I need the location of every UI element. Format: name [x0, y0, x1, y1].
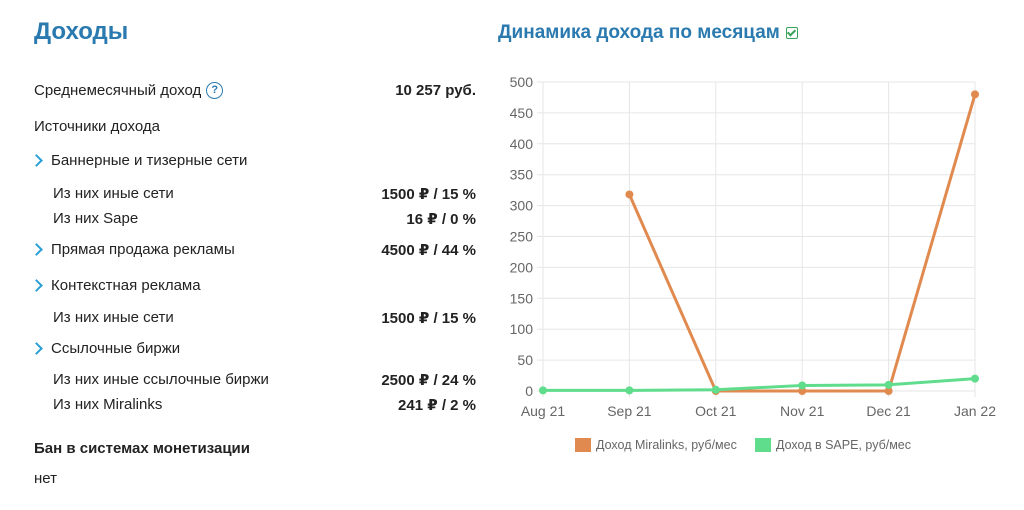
avg-income-row: Среднемесячный доход ? 10 257 руб.: [0, 82, 476, 104]
data-point: [798, 387, 807, 395]
income-section-row[interactable]: Баннерные и тизерные сети: [0, 152, 476, 174]
data-point: [971, 90, 979, 99]
income-source-value: 241 ₽ / 2 %: [398, 397, 476, 414]
income-sources-row: Источники дохода: [0, 118, 476, 140]
x-tick-label: Oct 21: [695, 403, 736, 419]
line-chart: 0 50 100 150 200 250 300 350 400 450 500 Aug 21 Sep …: [510, 74, 996, 452]
ban-value: нет: [34, 470, 57, 487]
data-point: [884, 380, 893, 389]
y-tick-label: 450: [510, 105, 534, 121]
income-source-label: Прямая продажа рекламы: [51, 241, 235, 258]
income-subrow: Из них иные сети 1500 ₽ / 15 %: [0, 185, 476, 207]
y-tick-label: 350: [510, 167, 534, 183]
y-tick-label: 200: [510, 259, 534, 275]
income-section-row[interactable]: Прямая продажа рекламы 4500 ₽ / 44 %: [0, 241, 476, 263]
y-tick-label: 50: [517, 352, 533, 368]
chevron-right-icon[interactable]: [30, 243, 43, 256]
chart-title: Динамика дохода по месяцам: [498, 22, 798, 44]
y-tick-label: 500: [510, 74, 534, 90]
income-title: Доходы: [34, 18, 129, 45]
chevron-right-icon[interactable]: [30, 154, 43, 167]
x-tick-label: Jan 22: [954, 403, 996, 419]
income-section-row[interactable]: Контекстная реклама: [0, 277, 476, 299]
series-line: [543, 377, 976, 392]
data-point: [884, 387, 893, 395]
income-subrow: Из них Miralinks 241 ₽ / 2 %: [0, 396, 476, 418]
income-source-label: Баннерные и тизерные сети: [51, 152, 248, 169]
x-tick-label: Aug 21: [521, 403, 566, 419]
y-tick-label: 300: [510, 198, 534, 214]
income-source-value: 16 ₽ / 0 %: [406, 211, 476, 228]
ban-value-row: нет: [0, 470, 476, 492]
data-point: [539, 386, 547, 395]
income-source-label: Из них иные ссылочные биржи: [53, 371, 269, 388]
x-tick-label: Sep 21: [607, 403, 652, 419]
x-tick-label: Nov 21: [780, 403, 825, 419]
legend-swatch: [575, 438, 591, 452]
help-icon[interactable]: ?: [206, 82, 224, 99]
income-source-label: Из них иные сети: [53, 309, 174, 326]
legend-label: Доход Miralinks, руб/мес: [596, 438, 737, 452]
chevron-right-icon[interactable]: [30, 279, 43, 292]
income-source-label: Из них иные сети: [53, 185, 174, 202]
data-point: [798, 381, 807, 390]
chart-panel: Динамика дохода по месяцам 0 50 100 150 200 2…: [490, 0, 1024, 510]
avg-income-label: Среднемесячный доход: [34, 82, 202, 99]
chart-title-text: Динамика дохода по месяцам: [498, 22, 780, 43]
chevron-right-icon[interactable]: [30, 342, 43, 355]
data-point: [625, 190, 634, 199]
income-source-label: Ссылочные биржи: [51, 340, 181, 357]
income-subrow: Из них Sape 16 ₽ / 0 %: [0, 210, 476, 232]
checkbox-icon[interactable]: [785, 27, 798, 39]
income-source-value: 1500 ₽ / 15 %: [381, 186, 476, 203]
y-tick-label: 250: [510, 229, 534, 245]
legend-swatch: [755, 438, 771, 452]
ban-label: Бан в системах монетизации: [34, 440, 250, 457]
legend-label: Доход в SAPE, руб/мес: [776, 438, 911, 452]
y-tick-label: 100: [510, 321, 534, 337]
income-subrow: Из них иные сети 1500 ₽ / 15 %: [0, 309, 476, 331]
y-tick-label: 0: [525, 383, 533, 399]
income-section-row[interactable]: Ссылочные биржи: [0, 340, 476, 362]
data-point: [625, 386, 634, 395]
y-tick-label: 400: [510, 136, 534, 152]
income-subrow: Из них иные ссылочные биржи 2500 ₽ / 24 %: [0, 371, 476, 393]
y-tick-label: 150: [510, 290, 534, 306]
avg-income-value: 10 257 руб.: [395, 82, 476, 99]
income-source-value: 1500 ₽ / 15 %: [381, 310, 476, 327]
data-point: [971, 374, 979, 383]
income-source-label: Контекстная реклама: [51, 277, 201, 294]
ban-row: Бан в системах монетизации: [0, 440, 476, 462]
income-source-label: Из них Miralinks: [53, 396, 163, 413]
income-source-label: Из них Sape: [53, 210, 139, 227]
income-source-value: 2500 ₽ / 24 %: [381, 372, 476, 389]
data-point: [711, 385, 720, 394]
income-source-value: 4500 ₽ / 44 %: [381, 242, 476, 259]
income-sources-label: Источники дохода: [34, 118, 160, 135]
income-panel: Доходы Среднемесячный доход ? 10 257 руб…: [0, 0, 490, 510]
x-tick-label: Dec 21: [866, 403, 911, 419]
